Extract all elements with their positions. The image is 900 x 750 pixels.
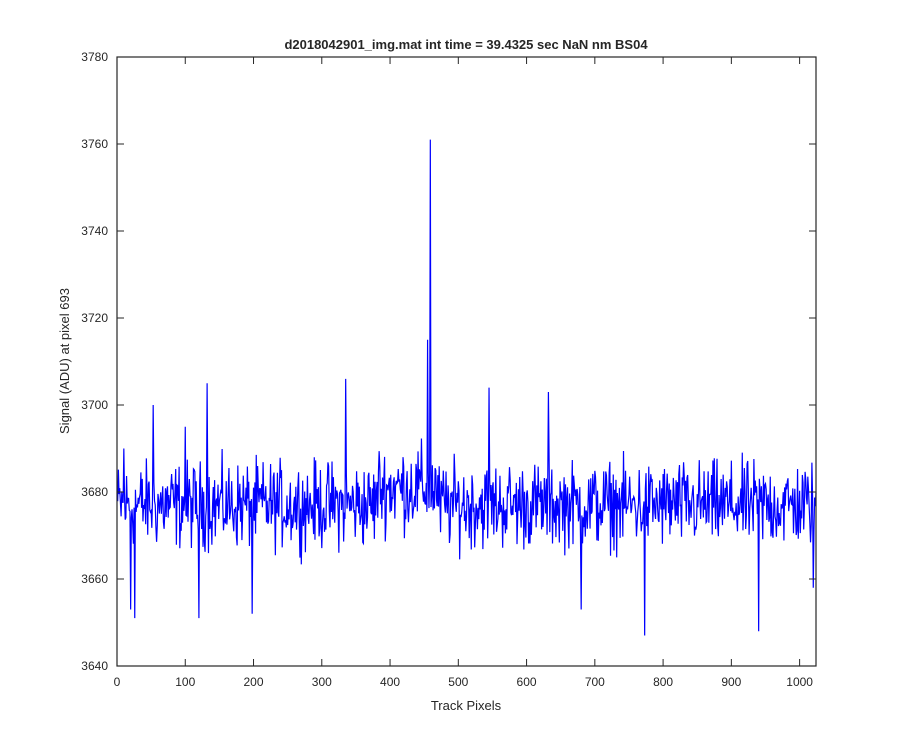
signal-series-line — [117, 139, 817, 636]
x-tick-label: 200 — [244, 675, 264, 689]
x-tick-label: 100 — [175, 675, 195, 689]
x-tick-label: 800 — [653, 675, 673, 689]
y-tick-label: 3780 — [81, 50, 108, 64]
plot-area: 0 100 200 300 400 500 600 700 800 900 1000 3640 366… — [81, 50, 817, 689]
axes-box — [116, 56, 817, 667]
x-tick-label: 700 — [585, 675, 605, 689]
y-tick-label: 3640 — [81, 659, 108, 673]
y-tick-label: 3740 — [81, 224, 108, 238]
y-tick-label: 3660 — [81, 572, 108, 586]
y-tick-label: 3760 — [81, 137, 108, 151]
y-tick-label: 3700 — [81, 398, 108, 412]
x-tick-label: 300 — [312, 675, 332, 689]
x-tick-label: 900 — [721, 675, 741, 689]
series-layer — [117, 139, 817, 636]
x-tick-label: 400 — [380, 675, 400, 689]
y-ticks: 3640 3660 3680 3700 3720 3740 3760 3780 — [81, 50, 816, 673]
x-tick-label: 1000 — [786, 675, 813, 689]
x-tick-label: 0 — [114, 675, 121, 689]
y-axis-label: Signal (ADU) at pixel 693 — [57, 288, 72, 434]
x-tick-label: 600 — [517, 675, 537, 689]
x-ticks: 0 100 200 300 400 500 600 700 800 900 1000 — [114, 57, 813, 689]
x-tick-label: 500 — [448, 675, 468, 689]
y-tick-label: 3720 — [81, 311, 108, 325]
y-tick-label: 3680 — [81, 485, 108, 499]
x-axis-label: Track Pixels — [431, 698, 502, 713]
axes-background — [117, 57, 816, 666]
chart-title: d2018042901_img.mat int time = 39.4325 s… — [284, 37, 648, 52]
